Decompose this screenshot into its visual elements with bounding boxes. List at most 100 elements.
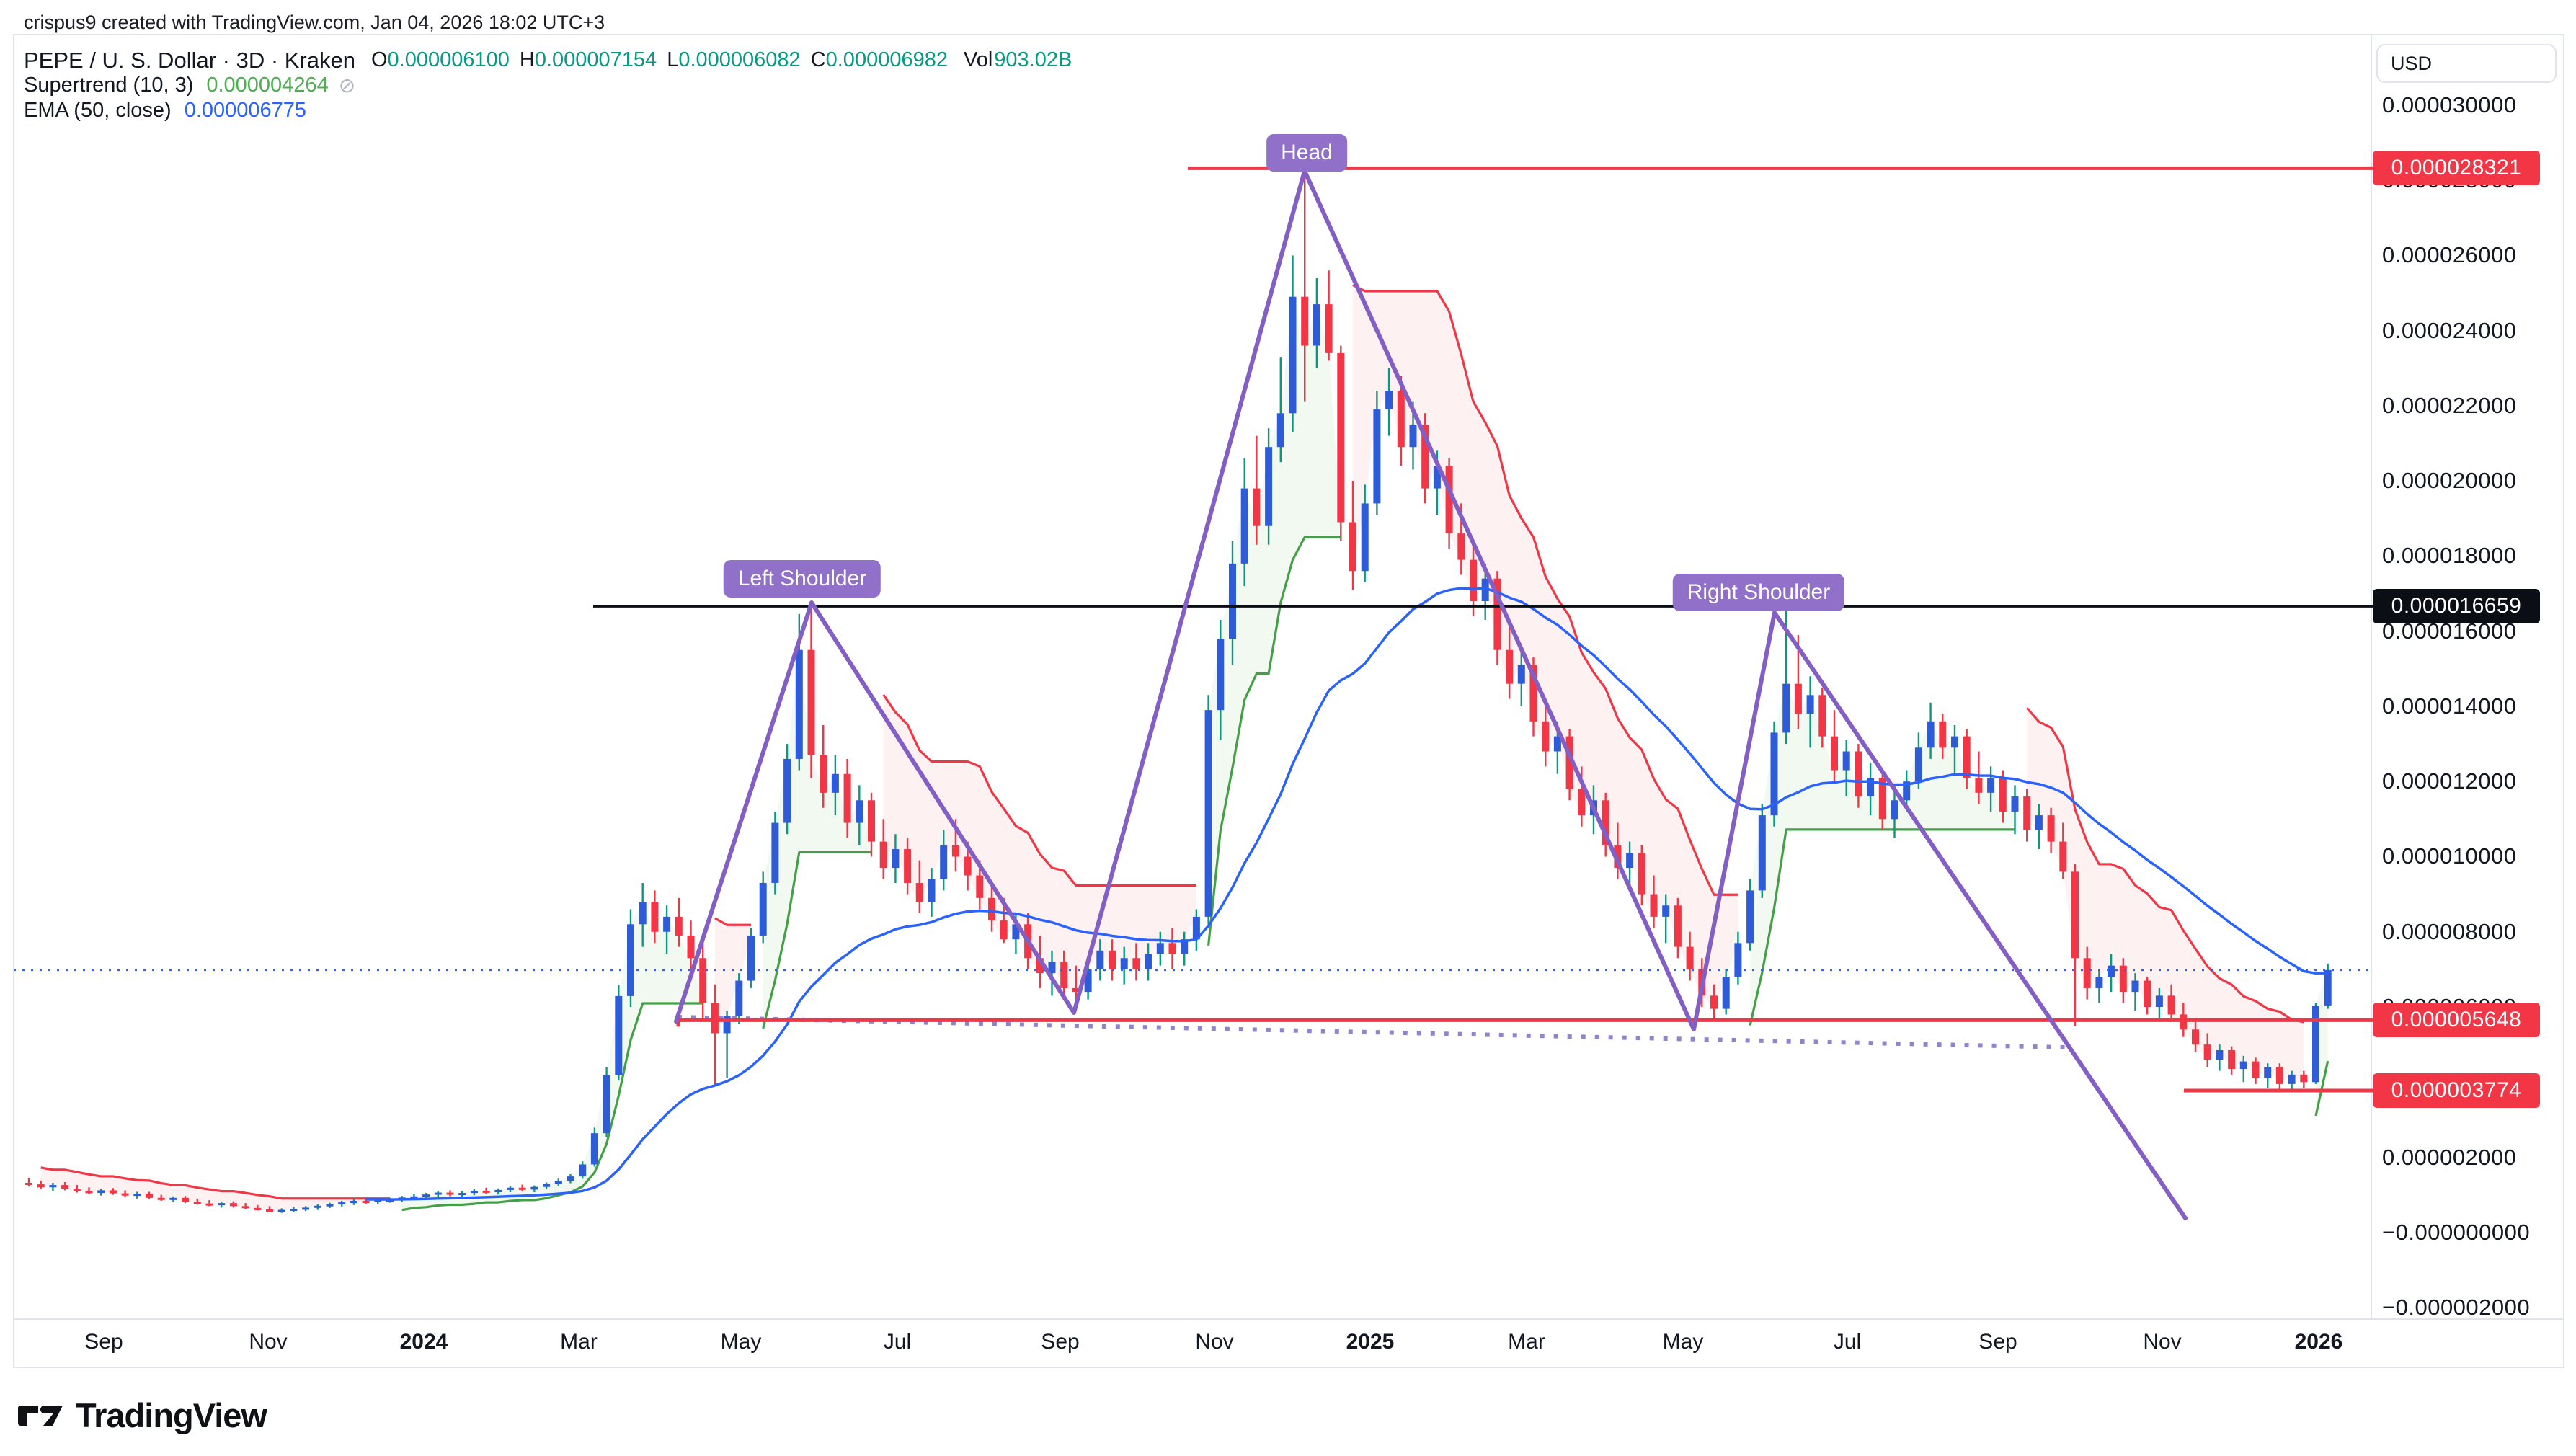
pattern-label-pill[interactable]: Head [1266,134,1347,172]
candle [2155,987,2163,1018]
time-axis-label[interactable]: May [720,1330,762,1354]
candle [518,1184,526,1191]
candle [1109,939,1116,981]
price-tick-label[interactable]: 0.000018000 [2382,543,2517,569]
candles-layer [25,168,2332,1213]
time-axis-label[interactable]: Nov [2143,1330,2182,1354]
candle [759,871,767,944]
candle [1878,770,1886,830]
candle [1806,676,1814,748]
price-tick-label[interactable]: 0.000002000 [2382,1144,2517,1170]
candle [1927,702,1935,759]
ema-line [365,587,2328,1201]
ema-value: 0.000006775 [184,99,307,122]
time-axis-label[interactable]: Jul [883,1330,912,1354]
candle [1132,943,1140,981]
candle [615,985,623,1081]
price-tick-label[interactable]: 0.000010000 [2382,843,2517,869]
candle [1542,698,1550,767]
candle [843,758,851,838]
tradingview-logo-text: TradingView [76,1396,267,1434]
candle [1770,721,1778,827]
candle [820,725,827,808]
price-tick-label[interactable]: 0.000012000 [2382,768,2517,794]
price-level-tag: 0.000028321 [2373,151,2540,186]
candle [2083,946,2091,1000]
candle [350,1199,357,1205]
time-axis-label[interactable]: Sep [1041,1330,1080,1354]
candle [1975,751,1983,804]
candle [988,882,995,932]
candle [85,1187,93,1194]
candle [446,1190,454,1197]
candle [699,943,707,1022]
candle [1818,687,1826,748]
price-tick-label[interactable]: 0.000008000 [2382,918,2517,944]
candle [735,973,743,1024]
candle [723,1011,731,1079]
price-tick-label[interactable]: 0.000020000 [2382,468,2517,494]
candle [482,1187,490,1194]
candle [494,1188,502,1195]
candle [1578,766,1586,827]
price-level-tag: 0.000003774 [2373,1073,2540,1109]
candle [49,1182,57,1191]
price-tick-label[interactable]: 0.000030000 [2382,92,2517,117]
candle [868,792,875,857]
time-axis-label[interactable]: Sep [1978,1330,2017,1354]
candle [1096,939,1104,981]
pattern-label-pill[interactable]: Right Shoulder [1672,574,1845,611]
time-axis-label[interactable]: 2025 [1346,1330,1395,1354]
price-tick-label[interactable]: 0.000014000 [2382,693,2517,719]
time-axis-label[interactable]: 2026 [2294,1330,2343,1354]
candle [182,1196,190,1204]
candle [1060,950,1068,1000]
candle [2324,963,2332,1009]
time-axis-label[interactable]: Mar [1508,1330,1545,1354]
legend-supertrend-row[interactable]: Supertrend (10, 3) 0.000004264 ⊘ [24,73,1072,98]
chart-legend[interactable]: PEPE / U. S. Dollar · 3D · Kraken O0.000… [24,48,1072,123]
candle [1891,785,1898,838]
time-axis-label[interactable]: May [1662,1330,1704,1354]
candle [146,1191,153,1199]
candle [1710,984,1718,1021]
candle [434,1191,442,1197]
ohlc-high: H0.000007154 [519,48,657,71]
time-axis-label[interactable]: Mar [560,1330,598,1354]
candle [2167,984,2175,1022]
candle [2239,1055,2247,1083]
price-level-tag: 0.000016659 [2373,589,2540,624]
supertrend-label: Supertrend (10, 3) [24,74,194,97]
price-tick-label[interactable]: 0.000026000 [2382,242,2517,268]
candle [2108,954,2115,993]
price-tick-label[interactable]: −0.000000000 [2382,1219,2531,1245]
candle [1120,946,1128,985]
candle [2023,789,2031,842]
time-axis-label[interactable]: Nov [1195,1330,1234,1354]
candle [458,1191,466,1197]
legend-ema-row[interactable]: EMA (50, close) 0.000006775 [24,98,1072,123]
price-tick-label[interactable]: 0.000024000 [2382,317,2517,343]
candle [543,1182,551,1189]
time-axis-label[interactable]: Sep [84,1330,123,1354]
tradingview-logo[interactable]: TradingView [17,1395,267,1435]
ema-label: EMA (50, close) [24,99,172,122]
candle [1963,729,1971,789]
candle [1156,931,1164,966]
pattern-label-pill[interactable]: Left Shoulder [723,560,881,598]
time-axis-label[interactable]: 2024 [399,1330,448,1354]
candle [2144,977,2151,1015]
currency-toggle-button[interactable]: USD [2376,44,2557,83]
candle [2059,822,2067,879]
candle [1506,627,1514,699]
price-tick-label[interactable]: −0.000002000 [2382,1295,2531,1320]
price-tick-label[interactable]: 0.000022000 [2382,392,2517,418]
candle [470,1189,478,1196]
time-axis-label[interactable]: Jul [1833,1330,1862,1354]
candle [277,1208,285,1213]
supertrend-hidden-icon[interactable]: ⊘ [338,74,356,97]
candle [1674,897,1682,959]
candle [1493,571,1501,665]
time-axis-label[interactable]: Nov [249,1330,288,1354]
